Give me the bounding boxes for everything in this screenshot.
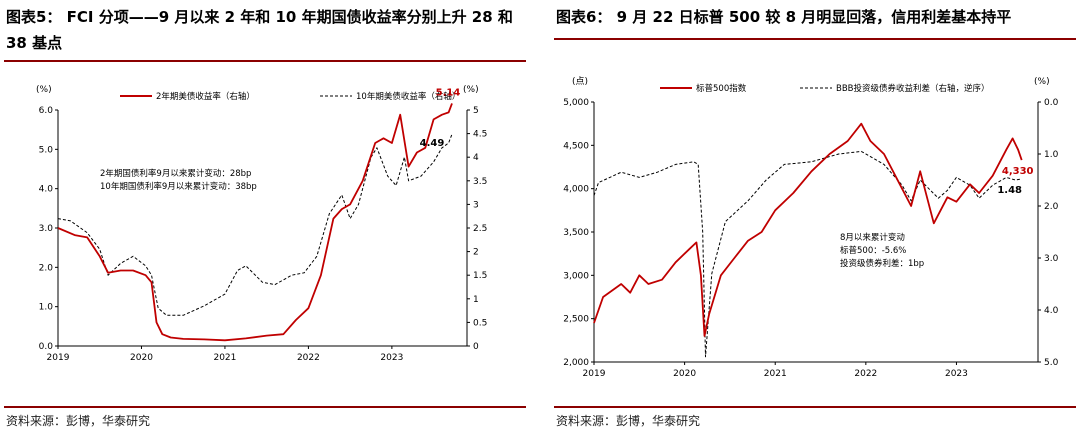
series-line-2 xyxy=(593,150,1022,358)
right-tick-label: 2.5 xyxy=(473,224,487,234)
legend-label-1: 标普500指数 xyxy=(696,83,747,94)
right-tick-label: 4 xyxy=(473,153,479,163)
x-tick-label: 2021 xyxy=(213,353,236,363)
right-tick-label: 4.0 xyxy=(1044,306,1059,316)
sp500-spread-line-chart: (点) (%) 2,000 2,500 3,000 3,500 4,000 4,500 5,00… xyxy=(563,76,1059,379)
source-note: 资料来源：彭博，华泰研究 xyxy=(556,414,701,428)
annotation-text-2: 10年期国债利率9月以来累计变动：38bp xyxy=(100,181,257,192)
right-tick-label: 5 xyxy=(473,106,479,116)
source-rule xyxy=(4,406,526,408)
right-tick-label: 1.5 xyxy=(473,271,487,281)
x-tick-label: 2019 xyxy=(47,353,70,363)
right-axis-unit: (%) xyxy=(1034,77,1050,87)
end-label-black: 4.49 xyxy=(420,138,445,149)
right-tick-label: 3.5 xyxy=(473,177,487,187)
legend-label-2: 10年期美债收益率（右轴） xyxy=(356,91,460,102)
end-label-red: 5.14 xyxy=(436,87,461,98)
left-tick-label: 4,500 xyxy=(563,141,589,151)
x-tick-label: 2020 xyxy=(673,369,696,379)
left-tick-label: 5.0 xyxy=(39,145,54,155)
right-chart-panel: 图表6： 9 月 22 日标普 500 较 8 月明显回落，信用利差基本持平 (… xyxy=(550,0,1080,440)
source-note: 资料来源：彭博，华泰研究 xyxy=(6,414,151,428)
annotation-text-2: 标普500：-5.6% xyxy=(840,245,906,256)
x-tick-label: 2023 xyxy=(380,353,403,363)
left-tick-label: 3,500 xyxy=(563,228,589,238)
right-tick-label: 0.0 xyxy=(1044,98,1059,108)
annotation-text-1: 2年期国债利率9月以来累计变动：28bp xyxy=(100,168,251,179)
title-rule xyxy=(4,60,526,62)
x-tick-label: 2022 xyxy=(854,369,877,379)
end-label-red: 4,330 xyxy=(1002,166,1034,177)
left-chart-panel: 图表5： FCI 分项——9 月以来 2 年和 10 年期国债收益率分别上升 2… xyxy=(0,0,530,440)
legend-label-2: BBB投资级债券收益利差（右轴，逆序） xyxy=(836,83,990,94)
right-axis-unit: (%) xyxy=(463,85,479,95)
series-line-1 xyxy=(593,122,1023,337)
series-line-1 xyxy=(57,103,453,342)
left-tick-label: 4,000 xyxy=(563,185,589,195)
left-tick-label: 6.0 xyxy=(39,106,54,116)
series-line-2 xyxy=(57,133,453,316)
left-tick-label: 3,000 xyxy=(563,271,589,281)
left-tick-label: 3.0 xyxy=(39,224,54,234)
x-tick-label: 2023 xyxy=(945,369,968,379)
left-tick-label: 1.0 xyxy=(39,303,54,313)
x-tick-label: 2021 xyxy=(764,369,787,379)
left-tick-label: 0.0 xyxy=(39,342,54,352)
right-tick-label: 3 xyxy=(473,200,479,210)
left-tick-label: 2.0 xyxy=(39,263,54,273)
right-tick-label: 1.0 xyxy=(1044,150,1059,160)
right-tick-label: 2.0 xyxy=(1044,202,1059,212)
left-tick-label: 2,000 xyxy=(563,358,589,368)
x-tick-label: 2020 xyxy=(130,353,153,363)
x-tick-label: 2022 xyxy=(297,353,320,363)
left-tick-label: 5,000 xyxy=(563,98,589,108)
yield-line-chart: (%) (%) 0.0 1.0 2.0 3.0 4.0 5.0 6.0 0 0.5 1 1.5 2 2.5 3… xyxy=(36,85,487,363)
legend-label-1: 2年期美债收益率（右轴） xyxy=(156,91,255,102)
source-rule xyxy=(554,406,1076,408)
right-tick-label: 4.5 xyxy=(473,130,487,140)
chart-title: 图表6： 9 月 22 日标普 500 较 8 月明显回落，信用利差基本持平 xyxy=(556,8,1012,26)
right-tick-label: 3.0 xyxy=(1044,254,1059,264)
annotation-text-1: 8月以来累计变动 xyxy=(840,232,905,243)
left-tick-label: 4.0 xyxy=(39,185,54,195)
left-tick-label: 2,500 xyxy=(563,315,589,325)
right-tick-label: 2 xyxy=(473,248,479,258)
left-axis-unit: (%) xyxy=(36,85,52,95)
title-rule xyxy=(554,38,1076,40)
annotation-text-3: 投资级债券利差：1bp xyxy=(840,258,924,269)
chart-title: 图表5： FCI 分项——9 月以来 2 年和 10 年期国债收益率分别上升 2… xyxy=(6,8,513,52)
right-tick-label: 0 xyxy=(473,342,479,352)
right-tick-label: 0.5 xyxy=(473,318,487,328)
right-tick-label: 5.0 xyxy=(1044,358,1059,368)
left-axis-unit: (点) xyxy=(572,76,588,87)
end-label-black: 1.48 xyxy=(997,185,1022,196)
right-tick-label: 1 xyxy=(473,295,479,305)
x-tick-label: 2019 xyxy=(583,369,606,379)
